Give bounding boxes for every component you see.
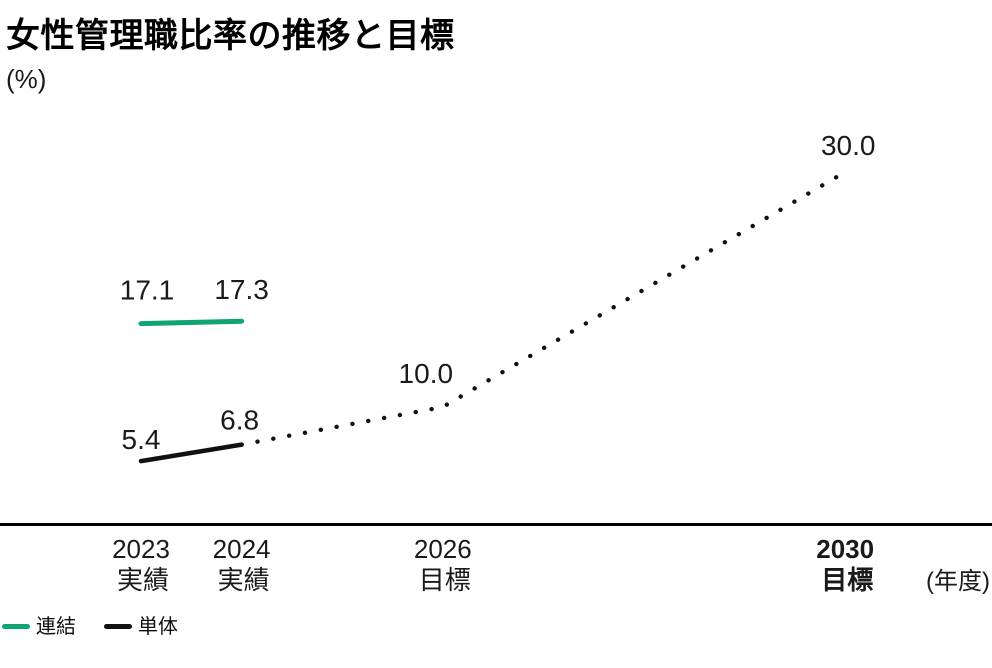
consolidated-line-swatch (2, 624, 30, 629)
x-tick-year-2030: 2030 (816, 534, 874, 564)
series-standalone-target-value-label: 30.0 (821, 130, 876, 161)
legend-label-consolidated: 連結 (36, 616, 76, 638)
legend-item-consolidated: 連結 (2, 616, 76, 637)
x-tick-year-2026: 2026 (414, 534, 472, 564)
x-axis-unit-label: (年度) (926, 568, 990, 595)
series-consolidated-actual-value-label: 17.3 (214, 274, 269, 305)
series-standalone-target-line (239, 169, 848, 447)
standalone-line-swatch (104, 624, 132, 629)
legend-label-standalone: 単体 (138, 616, 178, 638)
series-standalone-target-value-label: 10.0 (399, 358, 454, 389)
legend: 連結 単体 (2, 616, 178, 637)
legend-item-standalone: 単体 (104, 616, 178, 637)
chart-title: 女性管理職比率の推移と目標 (6, 17, 455, 55)
x-tick-year-2023: 2023 (112, 534, 170, 564)
series-standalone-actual-line (138, 442, 244, 464)
x-tick-year-2024: 2024 (213, 534, 271, 564)
x-tick-kind-2023: 実績 (117, 565, 169, 595)
y-axis-unit-label: (%) (6, 64, 47, 94)
series-standalone-actual-value-label: 5.4 (122, 424, 161, 455)
series-standalone-actual-value-label: 6.8 (220, 405, 259, 436)
x-tick-kind-2024: 実績 (218, 565, 270, 595)
series-consolidated-actual-value-label: 17.1 (120, 275, 175, 306)
x-tick-kind-2026: 目標 (419, 565, 471, 595)
series-consolidated-actual-line (138, 318, 245, 327)
x-tick-kind-2030: 目標 (821, 565, 873, 595)
